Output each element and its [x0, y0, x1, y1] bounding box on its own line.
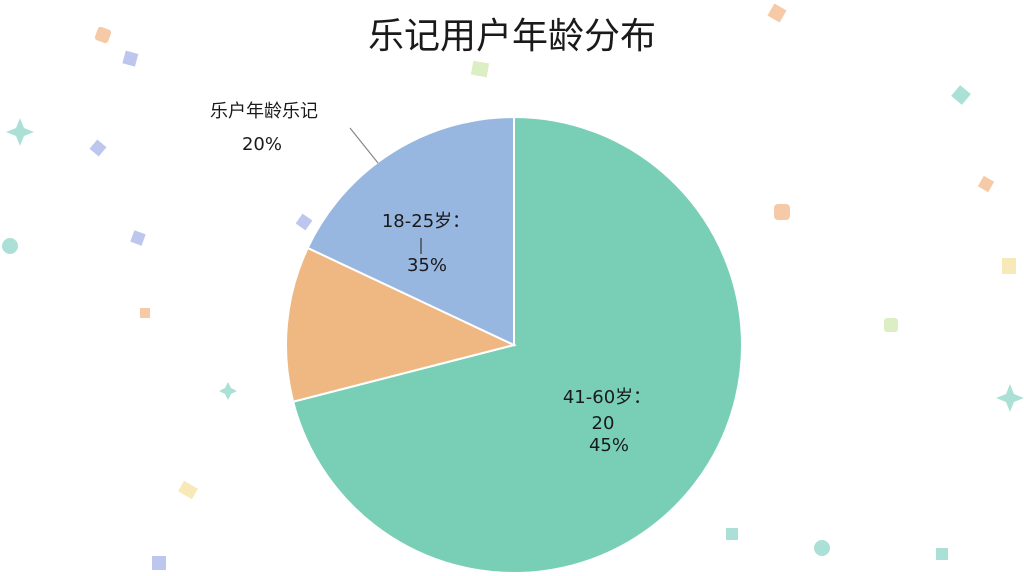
pie-slice	[306, 115, 515, 347]
confetti	[2, 3, 1024, 570]
annotation: 乐户年龄乐记	[210, 101, 318, 122]
annotation: 45%	[589, 435, 629, 456]
leader-line	[349, 127, 379, 164]
annotation: 20	[592, 413, 615, 434]
annotation: 35%	[407, 255, 447, 276]
chart-title: 乐记用户年龄分布	[368, 16, 656, 57]
pie-slice	[291, 115, 743, 574]
pie-slice	[285, 246, 517, 403]
slice-label: 41-60岁：	[563, 387, 651, 408]
annotation: 20%	[242, 134, 282, 155]
slice-label: 18-25岁：	[382, 211, 470, 232]
